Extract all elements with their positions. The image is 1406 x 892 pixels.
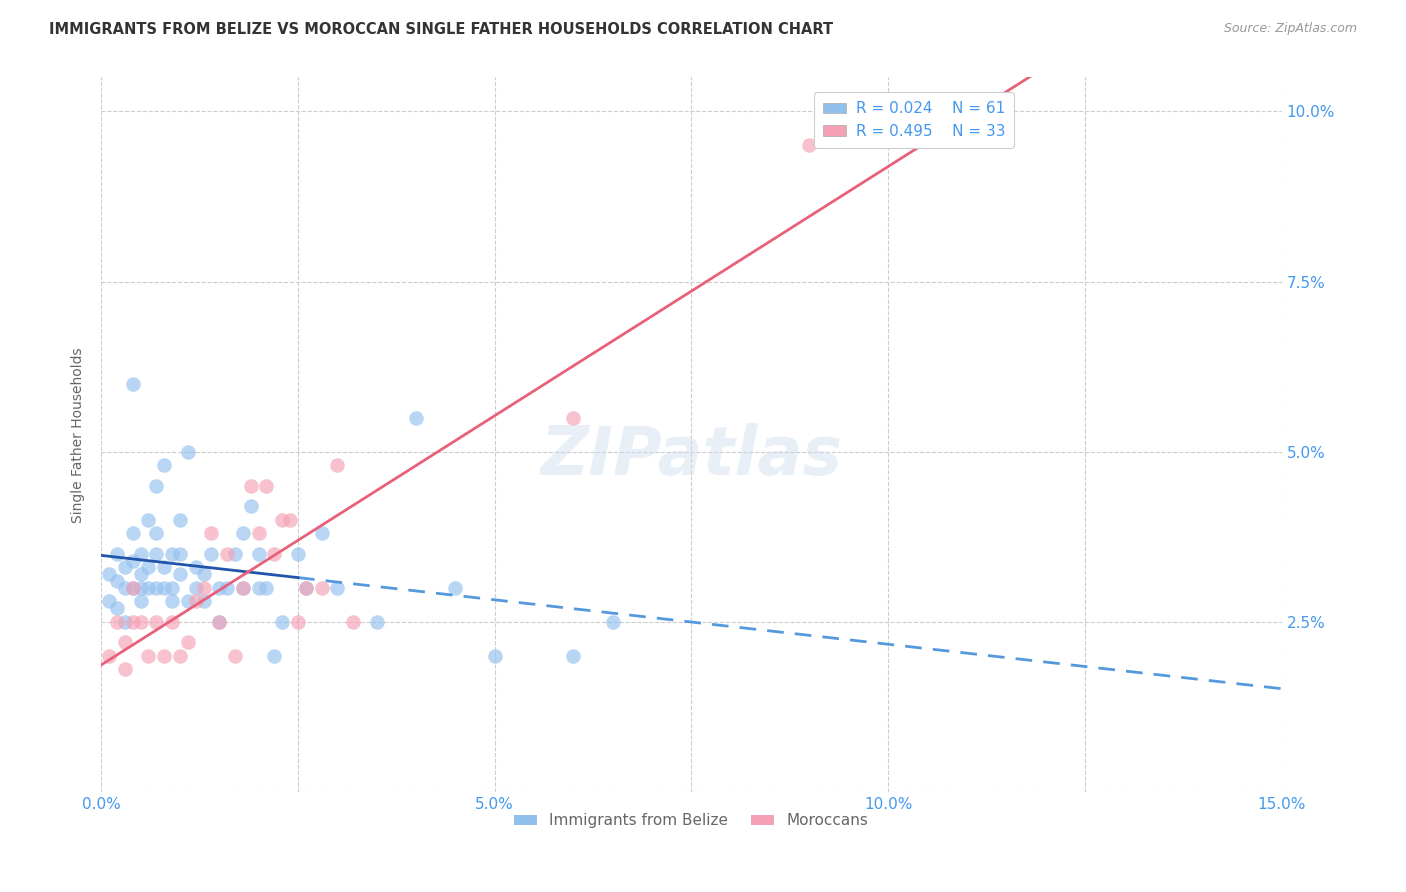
Point (98, 648, 121, 663)
Point (326, 581, 349, 595)
Point (121, 376, 143, 391)
Point (294, 581, 316, 595)
Point (121, 581, 143, 595)
Text: IMMIGRANTS FROM BELIZE VS MOROCCAN SINGLE FATHER HOUSEHOLDS CORRELATION CHART: IMMIGRANTS FROM BELIZE VS MOROCCAN SINGL… (49, 22, 834, 37)
Point (169, 567, 191, 582)
Point (217, 547, 239, 561)
Point (98, 567, 121, 582)
Point (239, 499, 262, 513)
Point (105, 574, 128, 588)
Point (105, 601, 128, 615)
Point (562, 648, 585, 663)
Point (232, 526, 254, 541)
Point (256, 479, 278, 493)
Point (263, 547, 285, 561)
Point (145, 547, 167, 561)
Point (193, 567, 215, 582)
Point (271, 513, 294, 527)
Point (138, 560, 160, 574)
Point (278, 513, 301, 527)
Text: Source: ZipAtlas.com: Source: ZipAtlas.com (1223, 22, 1357, 36)
Point (169, 547, 191, 561)
Point (232, 581, 254, 595)
Point (799, 138, 821, 153)
Point (177, 635, 200, 649)
Point (160, 615, 183, 629)
Point (138, 648, 160, 663)
Point (160, 547, 183, 561)
Point (247, 581, 270, 595)
Point (311, 526, 333, 541)
Point (177, 594, 200, 608)
Point (287, 547, 309, 561)
Point (256, 581, 278, 595)
Point (208, 581, 231, 595)
Point (200, 547, 222, 561)
Point (160, 581, 183, 595)
Point (114, 615, 136, 629)
Point (129, 547, 152, 561)
Point (121, 526, 143, 541)
Legend: Immigrants from Belize, Moroccans: Immigrants from Belize, Moroccans (508, 807, 875, 834)
Point (287, 615, 309, 629)
Point (239, 479, 262, 493)
Point (121, 615, 143, 629)
Point (138, 513, 160, 527)
Point (177, 444, 200, 458)
Point (562, 410, 585, 425)
Point (208, 615, 231, 629)
Point (105, 615, 128, 629)
Point (311, 581, 333, 595)
Point (247, 547, 270, 561)
Point (153, 581, 176, 595)
Point (444, 581, 467, 595)
Point (263, 648, 285, 663)
Point (184, 560, 207, 574)
Point (160, 594, 183, 608)
Point (114, 635, 136, 649)
Point (114, 663, 136, 677)
Point (121, 581, 143, 595)
Point (366, 615, 388, 629)
Point (145, 615, 167, 629)
Point (98, 594, 121, 608)
Point (484, 648, 506, 663)
Point (193, 581, 215, 595)
Point (247, 526, 270, 541)
Point (326, 458, 349, 473)
Point (217, 581, 239, 595)
Point (129, 615, 152, 629)
Y-axis label: Single Father Households: Single Father Households (72, 347, 86, 523)
Point (153, 648, 176, 663)
Point (105, 547, 128, 561)
Point (342, 615, 364, 629)
Point (145, 479, 167, 493)
Point (602, 615, 624, 629)
Point (138, 581, 160, 595)
Point (145, 526, 167, 541)
Point (184, 594, 207, 608)
Point (294, 581, 316, 595)
Point (121, 553, 143, 567)
Point (200, 526, 222, 541)
Point (224, 547, 246, 561)
Point (153, 458, 176, 473)
Point (129, 581, 152, 595)
Point (405, 410, 427, 425)
Point (208, 615, 231, 629)
Point (193, 594, 215, 608)
Point (271, 615, 294, 629)
Point (129, 567, 152, 582)
Point (145, 581, 167, 595)
Point (169, 513, 191, 527)
Point (114, 581, 136, 595)
Point (184, 581, 207, 595)
Point (114, 560, 136, 574)
Point (129, 594, 152, 608)
Text: ZIPatlas: ZIPatlas (540, 423, 842, 489)
Point (169, 648, 191, 663)
Point (232, 581, 254, 595)
Point (224, 648, 246, 663)
Point (153, 560, 176, 574)
